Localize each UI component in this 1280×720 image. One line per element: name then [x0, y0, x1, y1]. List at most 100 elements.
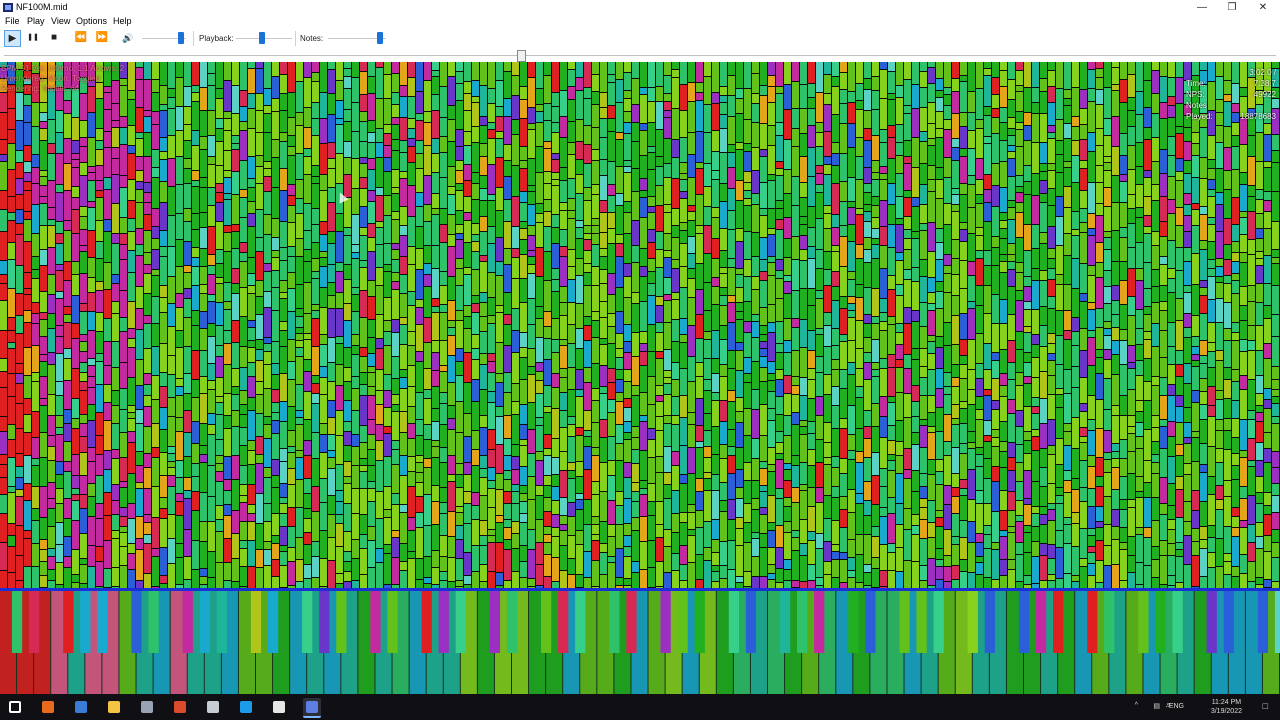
note-block — [328, 188, 335, 202]
note-block — [928, 538, 935, 558]
volume-tray-icon[interactable]: ♬ — [1165, 702, 1172, 709]
note-block — [328, 382, 335, 400]
note-block — [128, 339, 135, 347]
notification-icon[interactable]: □ — [1262, 701, 1268, 711]
note-block — [464, 475, 471, 491]
note-block — [472, 81, 479, 96]
note-block — [1128, 195, 1135, 208]
note-block — [824, 75, 831, 93]
menu-options[interactable]: Options — [76, 16, 108, 26]
notes-slider-thumb[interactable] — [377, 32, 383, 44]
taskbar-clock[interactable]: 11:24 PM 3/19/2022 — [1211, 698, 1242, 716]
note-block — [408, 78, 415, 96]
note-block — [1152, 94, 1159, 113]
note-block — [224, 480, 231, 490]
taskbar-piano-from-above-icon[interactable] — [303, 698, 321, 718]
note-block — [312, 376, 319, 383]
volume-icon[interactable]: 🔊 — [122, 33, 134, 43]
note-block — [1152, 185, 1159, 200]
note-block — [384, 391, 391, 407]
note-block — [1160, 286, 1167, 301]
note-block — [752, 362, 759, 389]
note-block — [152, 168, 159, 177]
menu-file[interactable]: File — [5, 16, 20, 26]
menu-play[interactable]: Play — [27, 16, 45, 26]
note-block — [1248, 136, 1255, 156]
note-block — [944, 415, 951, 441]
note-block — [384, 545, 391, 553]
note-block — [488, 130, 495, 138]
network-icon[interactable]: ▤ — [1153, 703, 1160, 710]
note-block — [904, 114, 911, 140]
note-block — [880, 70, 887, 98]
note-block — [920, 566, 927, 580]
forward-button[interactable]: ⏩ — [95, 32, 109, 43]
note-block — [48, 549, 55, 556]
taskbar-explorer-icon[interactable] — [105, 698, 123, 716]
note-block — [368, 482, 375, 488]
note-block — [1112, 231, 1119, 261]
note-block — [1104, 88, 1111, 118]
language-indicator[interactable]: ENG — [1168, 703, 1184, 710]
note-block — [208, 86, 215, 110]
note-block — [88, 258, 95, 277]
note-block — [968, 176, 975, 184]
rewind-button[interactable]: ⏪ — [74, 32, 88, 43]
note-block — [976, 455, 983, 466]
note-block — [1208, 406, 1215, 416]
note-block — [432, 447, 439, 457]
pause-button[interactable]: ❚❚ — [27, 34, 39, 41]
note-block — [888, 455, 895, 460]
note-block — [96, 198, 103, 220]
notes-slider-track[interactable] — [328, 38, 386, 39]
volume-slider-track[interactable] — [142, 38, 186, 39]
stop-button[interactable]: ■ — [50, 32, 58, 43]
seek-track[interactable] — [4, 55, 1276, 56]
note-block — [1152, 428, 1159, 441]
note-block — [240, 288, 247, 316]
note-block — [872, 245, 879, 258]
seek-bar[interactable] — [0, 49, 1280, 62]
note-block — [776, 583, 783, 589]
note-block — [192, 62, 199, 85]
note-block — [1120, 500, 1127, 509]
volume-slider-thumb[interactable] — [178, 32, 184, 44]
close-button[interactable]: ✕ — [1258, 2, 1268, 13]
taskbar-app-red-icon[interactable] — [171, 698, 189, 716]
playback-slider-thumb[interactable] — [259, 32, 265, 44]
note-block — [648, 296, 655, 324]
note-block — [176, 185, 183, 213]
note-block — [480, 144, 487, 156]
note-block — [624, 173, 631, 201]
note-block — [384, 172, 391, 195]
note-block — [832, 387, 839, 405]
note-block — [24, 531, 31, 538]
minimize-button[interactable]: — — [1197, 2, 1207, 13]
note-block — [248, 321, 255, 327]
note-block — [456, 488, 463, 506]
taskbar-browser-icon[interactable] — [39, 698, 57, 716]
taskbar-tool-icon[interactable] — [138, 698, 156, 716]
note-block — [1168, 118, 1175, 136]
note-block — [744, 481, 751, 503]
taskbar-app-grey-icon[interactable] — [204, 698, 222, 716]
note-block — [544, 360, 551, 385]
note-block — [296, 418, 303, 424]
note-block — [976, 286, 983, 305]
menu-view[interactable]: View — [51, 16, 71, 26]
tray-chevron-icon[interactable]: ^ — [1134, 702, 1138, 709]
seek-thumb[interactable] — [517, 50, 526, 62]
taskbar-skype-icon[interactable] — [237, 698, 255, 716]
note-block — [784, 319, 791, 340]
play-button[interactable]: ▶ — [4, 30, 21, 47]
note-block — [1088, 303, 1095, 309]
note-block — [216, 563, 223, 589]
note-block — [128, 100, 135, 125]
taskbar-chrome-icon[interactable] — [72, 698, 90, 716]
menu-help[interactable]: Help — [113, 16, 132, 26]
restore-button[interactable]: ❐ — [1227, 2, 1237, 13]
note-block — [336, 232, 343, 262]
note-block — [872, 340, 879, 362]
taskbar-start-icon[interactable] — [6, 698, 24, 716]
taskbar-app-white-icon[interactable] — [270, 698, 288, 716]
